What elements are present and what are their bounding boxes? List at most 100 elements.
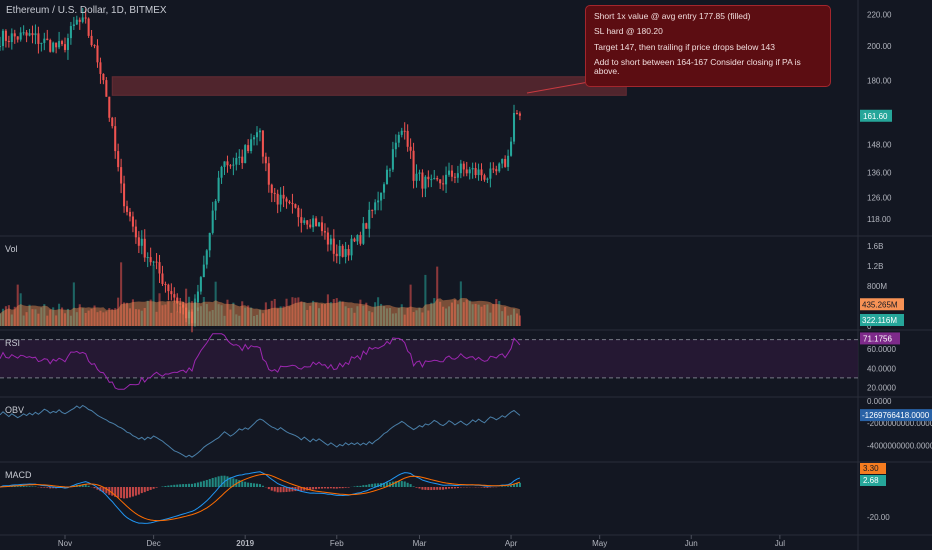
candle-body — [276, 193, 279, 205]
volume-bar — [273, 298, 276, 326]
note-line-1: Short 1x value @ avg entry 177.85 (fille… — [594, 11, 751, 21]
rsi-value: 71.1756 — [863, 334, 892, 343]
macd-histogram-bar — [450, 487, 454, 489]
macd-histogram-bar — [250, 482, 253, 487]
candle-body — [229, 165, 232, 167]
volume-bar — [226, 299, 229, 326]
macd-histogram-bar — [137, 487, 140, 495]
macd-histogram-bar — [453, 487, 456, 489]
volume-bar — [46, 315, 49, 326]
candle-body — [341, 245, 344, 257]
rsi-tick-label: 40.0000 — [867, 364, 896, 373]
volume-bar — [137, 309, 140, 326]
volume-bar — [25, 312, 28, 326]
volume-bar — [247, 305, 250, 326]
macd-histogram-bar — [344, 487, 347, 488]
candle-body — [474, 168, 477, 176]
volume-bar — [238, 315, 241, 326]
candle-body — [96, 45, 99, 63]
candle-body — [199, 277, 202, 292]
candle-body — [436, 178, 439, 180]
price-tick-label: 148.00 — [867, 141, 892, 150]
rsi-line — [0, 333, 521, 390]
volume-bar — [214, 281, 217, 326]
trade-note-callout[interactable]: Short 1x value @ avg entry 177.85 (fille… — [585, 5, 831, 87]
macd-signal-badge — [860, 463, 886, 474]
candle-body — [19, 32, 22, 40]
candle-body — [471, 168, 474, 170]
candle-body — [450, 170, 454, 177]
macd-histogram-bar — [25, 486, 28, 487]
time-axis-label: Apr — [505, 539, 518, 548]
volume-bar — [211, 310, 214, 326]
volume-bar — [447, 306, 451, 326]
volume-bar — [504, 306, 507, 326]
volume-bar — [344, 306, 347, 326]
volume-bar — [486, 304, 489, 326]
candle-body — [356, 235, 359, 242]
candle-body — [223, 161, 226, 167]
volume-bar — [81, 308, 84, 326]
volume-tick-label: 0 — [867, 322, 872, 331]
volume-bar — [279, 306, 282, 326]
candle-body — [253, 137, 256, 140]
macd-histogram-bar — [211, 477, 214, 487]
price-tick-label: 118.00 — [867, 215, 891, 224]
macd-histogram-bar — [282, 487, 285, 493]
candle-body — [365, 223, 368, 229]
volume-bar — [477, 304, 480, 326]
candle-body — [34, 33, 37, 36]
macd-histogram-bar — [244, 481, 247, 487]
volume-bar — [462, 302, 465, 326]
macd-histogram-bar — [40, 487, 43, 488]
candle-body — [146, 257, 149, 259]
volume-bar — [146, 300, 149, 326]
rsi-tick-label: 60.0000 — [867, 345, 896, 354]
macd-histogram-bar — [371, 483, 374, 487]
candle-body — [149, 257, 152, 263]
macd-histogram-bar — [205, 479, 208, 487]
note-line-3: Target 147, then trailing if price drops… — [594, 41, 775, 52]
volume-bar — [341, 301, 344, 326]
candle-body — [208, 232, 211, 251]
volume-bar — [87, 310, 90, 326]
candle-body — [385, 169, 389, 185]
macd-histogram-bar — [356, 485, 359, 487]
candle-body — [282, 194, 285, 199]
candle-body — [78, 19, 81, 22]
volume-bar — [34, 309, 37, 326]
volume-bar — [170, 312, 173, 326]
candle-body — [270, 184, 273, 193]
macd-histogram-bar — [377, 483, 380, 487]
candle-body — [515, 112, 518, 114]
candle-body — [40, 42, 43, 44]
macd-histogram-bar — [445, 487, 448, 490]
macd-histogram-bar — [297, 487, 300, 492]
volume-bar — [400, 304, 403, 326]
candle-body — [152, 261, 155, 263]
volume-bar — [140, 310, 143, 326]
macd-histogram-bar — [102, 487, 105, 493]
volume-bar — [75, 312, 78, 326]
price-tick-label: 126.00 — [867, 193, 892, 202]
candle-body — [31, 33, 34, 36]
candle-body — [99, 62, 102, 74]
candle-body — [486, 178, 489, 180]
macd-histogram-bar — [303, 487, 306, 491]
candle-body — [202, 264, 205, 278]
volume-bar — [255, 314, 259, 326]
volume-bar — [208, 311, 211, 326]
macd-histogram-bar — [93, 487, 96, 489]
volume-bar — [403, 314, 406, 326]
volume-bar — [131, 299, 134, 326]
volume-bar — [120, 262, 123, 326]
candle-body — [255, 132, 259, 138]
candle-body — [512, 112, 516, 142]
candle-body — [368, 209, 371, 229]
candle-body — [350, 238, 353, 256]
macd-histogram-bar — [128, 487, 132, 498]
macd-histogram-bar — [22, 485, 25, 487]
macd-histogram-bar — [418, 487, 421, 489]
volume-bar — [217, 304, 220, 326]
